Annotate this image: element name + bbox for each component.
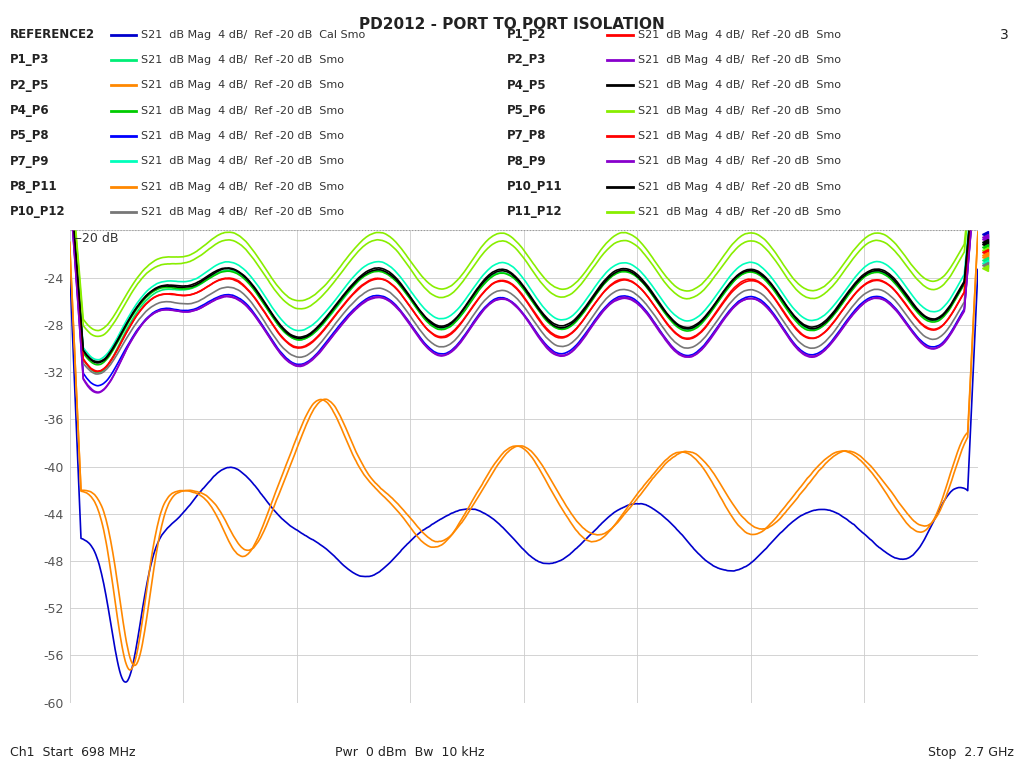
- Text: 3: 3: [999, 28, 1009, 41]
- Text: S21  dB Mag  4 dB/  Ref -20 dB  Smo: S21 dB Mag 4 dB/ Ref -20 dB Smo: [638, 55, 841, 65]
- Text: S21  dB Mag  4 dB/  Ref -20 dB  Smo: S21 dB Mag 4 dB/ Ref -20 dB Smo: [141, 80, 344, 91]
- Text: S21  dB Mag  4 dB/  Ref -20 dB  Smo: S21 dB Mag 4 dB/ Ref -20 dB Smo: [141, 55, 344, 65]
- Text: Ch1  Start  698 MHz: Ch1 Start 698 MHz: [10, 746, 136, 759]
- Text: S21  dB Mag  4 dB/  Ref -20 dB  Smo: S21 dB Mag 4 dB/ Ref -20 dB Smo: [141, 207, 344, 217]
- Text: P5_P6: P5_P6: [507, 104, 547, 117]
- Text: S21  dB Mag  4 dB/  Ref -20 dB  Smo: S21 dB Mag 4 dB/ Ref -20 dB Smo: [638, 105, 841, 116]
- Text: S21  dB Mag  4 dB/  Ref -20 dB  Smo: S21 dB Mag 4 dB/ Ref -20 dB Smo: [638, 29, 841, 40]
- Text: P2_P5: P2_P5: [10, 79, 50, 91]
- Text: P11_P12: P11_P12: [507, 206, 562, 218]
- Text: P2_P3: P2_P3: [507, 54, 546, 66]
- Text: Stop  2.7 GHz: Stop 2.7 GHz: [928, 746, 1014, 759]
- Text: ‒20 dB: ‒20 dB: [74, 232, 119, 245]
- Text: S21  dB Mag  4 dB/  Ref -20 dB  Smo: S21 dB Mag 4 dB/ Ref -20 dB Smo: [638, 207, 841, 217]
- Text: P8_P9: P8_P9: [507, 155, 547, 167]
- Text: S21  dB Mag  4 dB/  Ref -20 dB  Cal Smo: S21 dB Mag 4 dB/ Ref -20 dB Cal Smo: [141, 29, 366, 40]
- Text: P7_P8: P7_P8: [507, 130, 547, 142]
- Text: P10_P11: P10_P11: [507, 180, 562, 193]
- Text: S21  dB Mag  4 dB/  Ref -20 dB  Smo: S21 dB Mag 4 dB/ Ref -20 dB Smo: [638, 181, 841, 192]
- Text: P8_P11: P8_P11: [10, 180, 58, 193]
- Text: S21  dB Mag  4 dB/  Ref -20 dB  Smo: S21 dB Mag 4 dB/ Ref -20 dB Smo: [141, 181, 344, 192]
- Text: S21  dB Mag  4 dB/  Ref -20 dB  Smo: S21 dB Mag 4 dB/ Ref -20 dB Smo: [638, 80, 841, 91]
- Text: P7_P9: P7_P9: [10, 155, 50, 167]
- Text: Pwr  0 dBm  Bw  10 kHz: Pwr 0 dBm Bw 10 kHz: [335, 746, 484, 759]
- Text: S21  dB Mag  4 dB/  Ref -20 dB  Smo: S21 dB Mag 4 dB/ Ref -20 dB Smo: [638, 131, 841, 141]
- Text: P1_P3: P1_P3: [10, 54, 49, 66]
- Text: P4_P6: P4_P6: [10, 104, 50, 117]
- Text: P4_P5: P4_P5: [507, 79, 547, 91]
- Text: S21  dB Mag  4 dB/  Ref -20 dB  Smo: S21 dB Mag 4 dB/ Ref -20 dB Smo: [141, 131, 344, 141]
- Text: REFERENCE2: REFERENCE2: [10, 28, 95, 41]
- Text: S21  dB Mag  4 dB/  Ref -20 dB  Smo: S21 dB Mag 4 dB/ Ref -20 dB Smo: [638, 156, 841, 167]
- Text: P5_P8: P5_P8: [10, 130, 50, 142]
- Text: S21  dB Mag  4 dB/  Ref -20 dB  Smo: S21 dB Mag 4 dB/ Ref -20 dB Smo: [141, 156, 344, 167]
- Text: PD2012 - PORT TO PORT ISOLATION: PD2012 - PORT TO PORT ISOLATION: [359, 17, 665, 32]
- Text: S21  dB Mag  4 dB/  Ref -20 dB  Smo: S21 dB Mag 4 dB/ Ref -20 dB Smo: [141, 105, 344, 116]
- Text: P1_P2: P1_P2: [507, 28, 546, 41]
- Text: P10_P12: P10_P12: [10, 206, 66, 218]
